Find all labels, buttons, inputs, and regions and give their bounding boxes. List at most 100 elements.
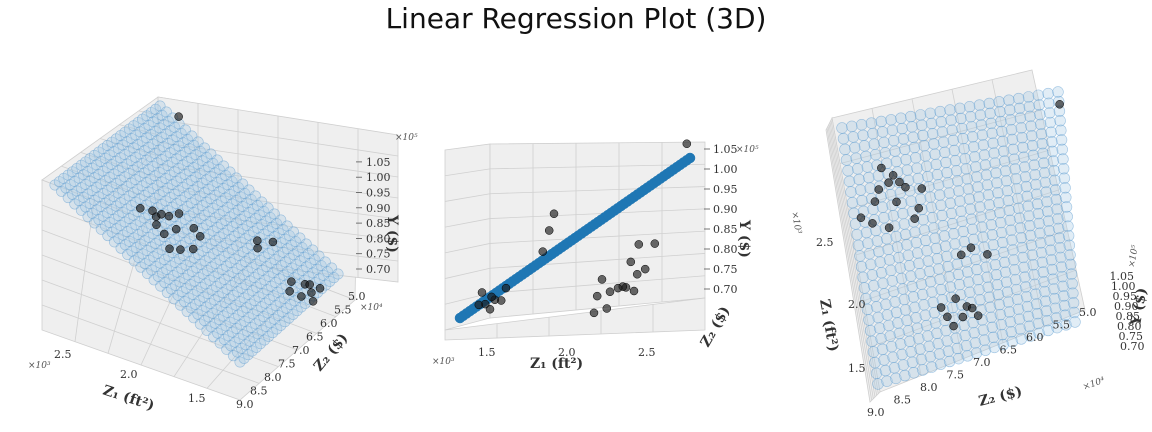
observation-point xyxy=(549,209,559,218)
x-multiplier: ×10³ xyxy=(432,357,455,367)
regression-plane-marker xyxy=(968,327,980,339)
observation-point xyxy=(589,308,599,318)
regression-plane-marker xyxy=(871,235,884,247)
regression-plane-marker xyxy=(872,378,884,390)
regression-plane-marker xyxy=(1046,263,1059,276)
y-tick-label: 6.0 xyxy=(320,317,338,330)
z-tick-label: 1.00 xyxy=(1111,280,1136,293)
regression-plane-marker xyxy=(938,230,951,242)
x-tick-label: 2.5 xyxy=(816,236,834,249)
regression-plane-marker xyxy=(930,158,942,171)
regression-plane-marker xyxy=(876,126,889,138)
regression-plane-marker xyxy=(1060,191,1072,204)
regression-plane-marker xyxy=(993,197,1005,209)
regression-plane-marker xyxy=(853,173,865,186)
regression-plane-marker xyxy=(1017,251,1029,264)
regression-plane-marker xyxy=(984,301,996,313)
regression-plane-marker xyxy=(863,171,875,184)
regression-plane-marker xyxy=(1043,97,1055,109)
regression-plane-marker xyxy=(927,296,939,309)
regression-plane-marker xyxy=(1013,212,1026,224)
regression-plane-marker xyxy=(1001,185,1014,197)
y-multiplier: ×10⁴ xyxy=(1082,376,1107,393)
regression-plane-marker xyxy=(984,209,997,221)
regression-plane-marker xyxy=(1021,300,1034,313)
regression-plane-marker xyxy=(1015,333,1027,345)
regression-plane-marker xyxy=(1018,151,1030,163)
x-multiplier: ×10³ xyxy=(28,361,51,371)
regression-plane-marker xyxy=(1036,256,1049,269)
regression-plane-marker xyxy=(972,181,984,193)
regression-plane-marker xyxy=(913,257,925,270)
observation-point xyxy=(914,203,924,213)
regression-plane-marker xyxy=(897,133,910,145)
regression-plane-marker xyxy=(948,144,961,157)
regression-plane-marker xyxy=(935,283,947,296)
regression-plane-marker xyxy=(996,328,1009,341)
regression-plane-marker xyxy=(867,203,879,215)
regression-plane-marker xyxy=(1038,157,1050,169)
regression-plane-marker xyxy=(1006,336,1019,348)
observation-point xyxy=(956,250,966,260)
regression-plane-marker xyxy=(939,240,952,252)
y-tick-label: 8.5 xyxy=(894,394,912,407)
regression-plane-marker xyxy=(948,228,960,240)
regression-plane-marker xyxy=(1008,153,1020,165)
observation-point xyxy=(602,304,612,313)
regression-plane-marker xyxy=(1060,201,1073,213)
z-tick-label: 0.70 xyxy=(366,263,391,276)
regression-plane-marker xyxy=(976,221,988,233)
regression-plane-marker xyxy=(999,266,1012,278)
regression-plane-marker xyxy=(985,219,998,231)
z-tick-label: 0.90 xyxy=(366,202,391,215)
regression-plane-marker xyxy=(1039,176,1052,189)
regression-plane-marker xyxy=(929,317,942,329)
regression-plane-marker xyxy=(1000,276,1013,288)
regression-plane-marker xyxy=(863,248,876,260)
observation-point xyxy=(634,240,644,249)
back-pane-right-grid xyxy=(489,230,706,244)
regression-plane-marker xyxy=(908,367,920,379)
regression-plane-marker xyxy=(846,196,859,209)
regression-plane-marker xyxy=(974,201,986,213)
regression-plane-marker xyxy=(931,253,944,265)
regression-plane-marker xyxy=(966,223,979,235)
regression-plane-marker xyxy=(895,112,907,124)
regression-plane-marker xyxy=(1057,162,1070,175)
regression-plane-marker xyxy=(1042,205,1054,218)
regression-plane-marker xyxy=(1024,330,1036,342)
back-pane-right-grid xyxy=(489,275,706,294)
side-pane-grid xyxy=(827,125,874,399)
observation-point xyxy=(253,243,262,253)
z-tick-label: 1.00 xyxy=(366,171,391,184)
z-axis-label: Y ($) xyxy=(384,214,400,253)
regression-plane-marker xyxy=(934,273,946,285)
back-pane-left-grid xyxy=(444,243,491,254)
regression-plane-marker xyxy=(967,131,979,143)
observation-point xyxy=(164,211,174,221)
back-pane-left-grid xyxy=(444,218,491,228)
regression-plane-marker xyxy=(1003,94,1015,106)
regression-plane-marker xyxy=(994,308,1007,321)
regression-plane-marker xyxy=(889,145,901,157)
regression-plane-marker xyxy=(1042,324,1054,337)
side-pane-grid xyxy=(828,123,876,398)
regression-plane-marker xyxy=(977,231,989,243)
regression-plane-marker xyxy=(907,131,919,143)
regression-plane-marker xyxy=(1005,123,1018,136)
regression-plane-marker xyxy=(1032,317,1045,330)
regression-plane-marker xyxy=(959,153,971,165)
observation-point xyxy=(174,112,183,121)
y-tick-label: 9.0 xyxy=(236,398,254,411)
regression-plane-marker xyxy=(1016,131,1028,144)
back-pane-left-grid xyxy=(444,267,491,279)
x-axis-label: Z₁ (ft²) xyxy=(530,356,583,372)
observation-point xyxy=(592,291,602,301)
observation-point xyxy=(477,288,487,297)
regression-plane-marker xyxy=(947,134,960,147)
observation-point xyxy=(159,229,169,239)
regression-plane-marker xyxy=(1006,133,1019,146)
y-tick-label: 6.0 xyxy=(1026,331,1044,344)
observation-point xyxy=(605,287,615,296)
y-tick-label: 8.5 xyxy=(250,385,268,398)
